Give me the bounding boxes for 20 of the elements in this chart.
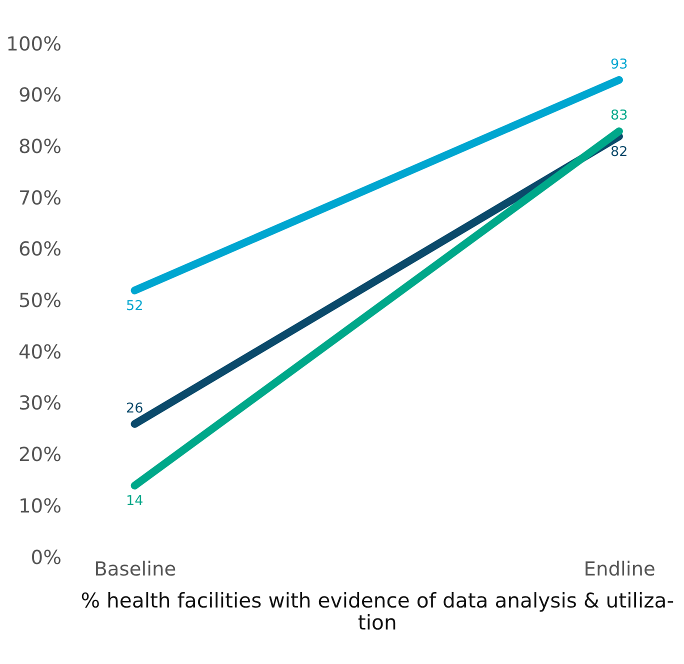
- y-tick-label: 30%: [18, 392, 62, 415]
- y-tick-label: 70%: [18, 186, 62, 210]
- y-tick-label: 20%: [18, 443, 62, 466]
- y-tick-label: 10%: [18, 494, 62, 518]
- y-tick-label: 60%: [18, 238, 62, 261]
- x-tick-label: Baseline: [94, 557, 176, 580]
- data-label: 52: [126, 298, 144, 314]
- y-tick-label: 0%: [30, 546, 62, 569]
- y-tick-label: 100%: [6, 32, 62, 56]
- data-label: 26: [126, 400, 144, 416]
- x-axis-title: % health facilities with evidence of data analysis & utiliza- tion: [80, 588, 674, 635]
- y-tick-label: 80%: [18, 135, 62, 158]
- data-label: 93: [610, 56, 628, 72]
- data-label: 14: [126, 492, 144, 509]
- data-label: 83: [610, 108, 628, 124]
- y-tick-label: 50%: [18, 289, 62, 312]
- x-tick-label: Endline: [584, 557, 656, 580]
- y-tick-label: 40%: [18, 340, 62, 364]
- y-tick-label: 90%: [18, 84, 62, 107]
- data-label: 82: [610, 144, 628, 160]
